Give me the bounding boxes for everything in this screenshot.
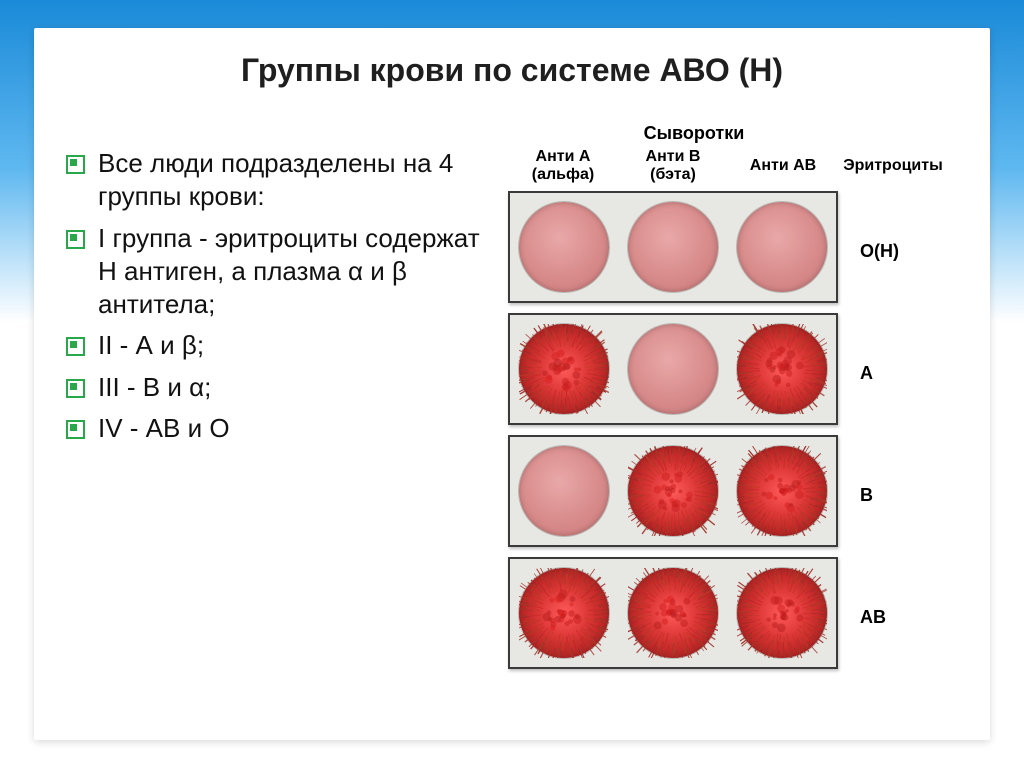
figure-grid: Анти А(альфа) Анти В(бэта) Анти АВ Эритр… (508, 146, 960, 679)
bullet-item: I группа - эритроциты содержат Н антиген… (64, 222, 494, 322)
row-label-o: О(Н) (838, 241, 948, 262)
slide: Группы крови по системе АВО (Н) Все люди… (0, 0, 1024, 768)
well-b-antiAB (737, 446, 827, 536)
bullet-item: II - А и β; (64, 329, 494, 362)
row-label-b: B (838, 485, 948, 506)
serums-heading: Сыворотки (428, 123, 960, 144)
well-ab-antiA (519, 568, 609, 658)
well-ab-antiAB (737, 568, 827, 658)
bullet-item: Все люди подразделены на 4 группы крови: (64, 147, 494, 214)
row-label-ab: AB (838, 607, 948, 628)
well-a-antiB (628, 324, 718, 414)
row-label-a: A (838, 363, 948, 384)
row-panel-a (508, 313, 838, 425)
bullet-list: Все люди подразделены на 4 группы крови:… (64, 119, 494, 679)
well-o-antiB (628, 202, 718, 292)
well-o-antiAB (737, 202, 827, 292)
col-head-anti-b: Анти В(бэта) (618, 146, 728, 191)
col-head-erythrocytes: Эритроциты (838, 155, 948, 181)
bullet-item: III - В и α; (64, 371, 494, 404)
row-panel-ab (508, 557, 838, 669)
well-a-antiAB (737, 324, 827, 414)
well-b-antiB (628, 446, 718, 536)
col-head-anti-ab: Анти АВ (728, 155, 838, 181)
bullet-item: IV - АВ и О (64, 412, 494, 445)
col-head-anti-a: Анти А(альфа) (508, 146, 618, 191)
well-b-antiA (519, 446, 609, 536)
content-box: Группы крови по системе АВО (Н) Все люди… (34, 28, 990, 740)
well-a-antiA (519, 324, 609, 414)
well-o-antiA (519, 202, 609, 292)
row-panel-o (508, 191, 838, 303)
slide-title: Группы крови по системе АВО (Н) (64, 52, 960, 89)
row-panel-b (508, 435, 838, 547)
body-row: Все люди подразделены на 4 группы крови:… (64, 119, 960, 679)
agglutination-figure: Сыворотки Анти А(альфа) Анти В(бэта) Ант… (508, 119, 960, 679)
well-ab-antiB (628, 568, 718, 658)
